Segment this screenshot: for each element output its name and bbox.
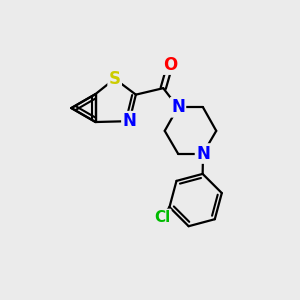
Text: S: S <box>109 70 121 88</box>
Text: Cl: Cl <box>154 210 170 225</box>
Text: O: O <box>163 56 177 74</box>
Text: N: N <box>171 98 185 116</box>
Text: N: N <box>122 112 136 130</box>
Text: N: N <box>196 145 210 163</box>
